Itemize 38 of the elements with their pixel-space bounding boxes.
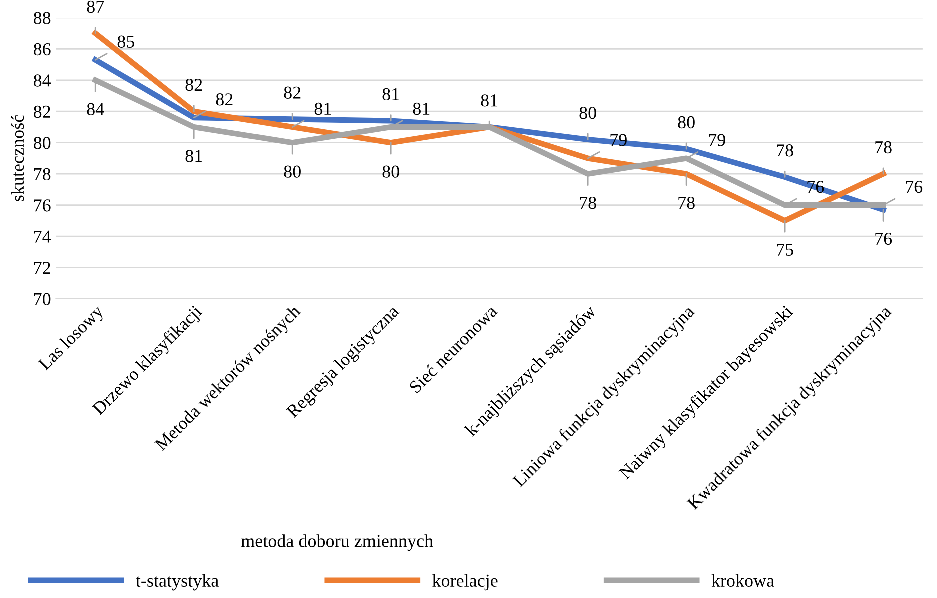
data-label: 78 <box>777 144 794 157</box>
legend-label: t-statystyka <box>136 574 219 591</box>
data-label: 78 <box>678 196 695 210</box>
y-tick-label: 82 <box>34 106 50 118</box>
y-tick-label: 84 <box>34 74 52 87</box>
y-tick-label: 74 <box>34 230 52 243</box>
data-label: 82 <box>216 94 233 106</box>
data-label: 84 <box>87 103 104 116</box>
y-tick-label: 88 <box>34 12 51 24</box>
data-label: 80 <box>382 166 400 178</box>
data-label: 79 <box>709 134 726 146</box>
data-label: 87 <box>87 0 104 14</box>
data-label: 82 <box>284 86 301 99</box>
data-label: 81 <box>314 102 332 116</box>
y-tick-label: 76 <box>34 200 51 212</box>
y-tick-label: 70 <box>34 293 51 306</box>
data-label: 78 <box>876 141 892 154</box>
y-tick-label: 80 <box>34 137 51 150</box>
data-label: 80 <box>678 116 695 129</box>
data-label: 80 <box>580 107 596 120</box>
data-label: 85 <box>118 36 134 48</box>
data-label: 81 <box>413 102 430 116</box>
y-tick-label: 72 <box>34 262 50 274</box>
x-axis-title: metoda doboru zmiennych <box>241 534 434 552</box>
data-label: 76 <box>906 181 923 194</box>
y-tick-label: 78 <box>34 168 51 181</box>
data-label: 76 <box>876 232 892 246</box>
data-label: 81 <box>481 94 498 107</box>
data-label: 78 <box>580 196 596 210</box>
legend-label: korelacje <box>432 574 498 591</box>
data-label: 75 <box>777 244 794 256</box>
data-label: 80 <box>284 166 301 178</box>
data-label: 82 <box>186 78 202 92</box>
data-label: 81 <box>382 88 400 101</box>
y-tick-label: 86 <box>34 43 51 56</box>
data-label: 81 <box>186 150 202 162</box>
y-axis-title: skuteczność <box>11 115 24 202</box>
legend-label: krokowa <box>712 574 774 587</box>
